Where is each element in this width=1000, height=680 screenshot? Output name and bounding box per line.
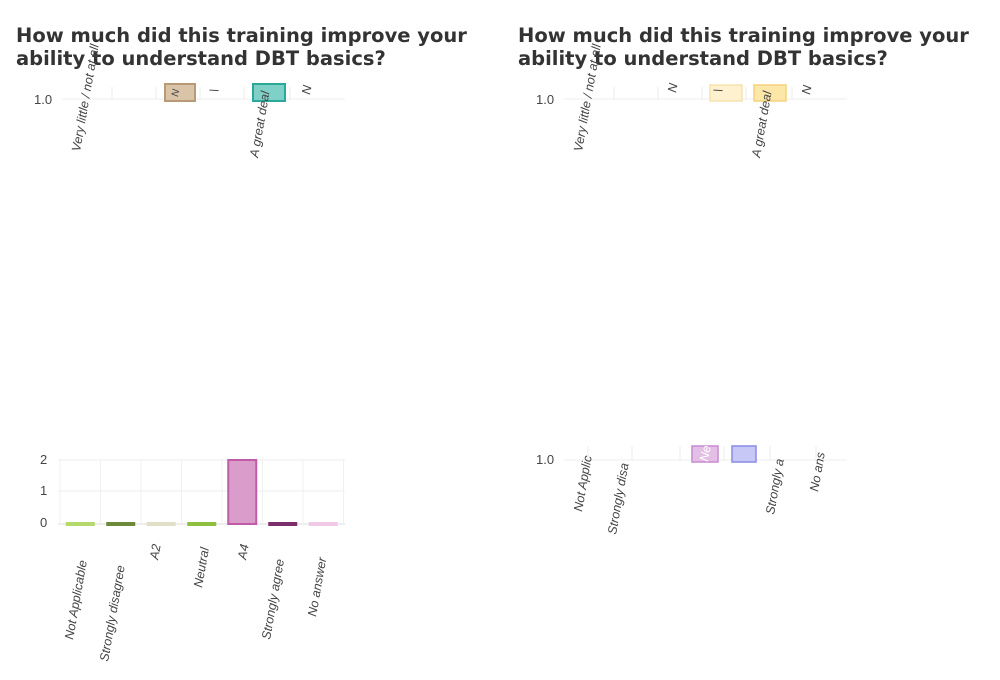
chart-3-xlabel-7: No answer <box>305 555 329 617</box>
chart-1-bar-2 <box>164 83 196 102</box>
chart-1-ytick-1: 1.0 <box>34 92 52 107</box>
chart-4-xlabel-3: Ne <box>697 444 714 462</box>
chart-4-xlabel-6: No ans <box>807 451 828 492</box>
chart-3-bar-2 <box>106 522 136 526</box>
chart-4-bar-4 <box>731 445 757 463</box>
chart-3-xlabel-6: Strongly agree <box>259 558 287 641</box>
chart-3-ytick-0: 0 <box>40 515 47 530</box>
chart-4-bar-3 <box>691 445 719 463</box>
chart-4-xlabel-2: Strongly disa <box>605 462 631 536</box>
chart-2-xlabel-5: N <box>799 83 815 95</box>
chart-1-xlabel-4: A great deal <box>247 89 273 160</box>
chart-1-title: How much did this training improve your … <box>16 24 467 70</box>
chart-3-bar-3 <box>146 522 176 526</box>
chart-2-xlabel-2: N <box>665 81 681 93</box>
chart-2-xlabel-4: A great deal <box>749 89 775 160</box>
chart-3-bar-6 <box>268 522 298 526</box>
chart-1: 1.0 Very little / not at all N \ A great… <box>34 42 345 160</box>
chart-3-bars <box>65 459 338 526</box>
chart-2-ytick-1: 1.0 <box>536 92 554 107</box>
chart-1-bar-4 <box>252 83 286 102</box>
chart-3-bar-1 <box>65 522 95 526</box>
chart-3-bar-4 <box>187 522 217 526</box>
chart-1-xlabel-5: N <box>299 83 315 95</box>
chart-2-bar-4 <box>753 84 787 102</box>
chart-3-ytick-1: 1 <box>40 483 47 498</box>
chart-2-xlabel-1: Very little / not at all <box>571 42 604 153</box>
chart-2: 1.0 Very little / not at all N \ A great… <box>536 42 847 160</box>
chart-3-xlabel-2: Strongly disagree <box>97 564 128 662</box>
chart-2-bar-3 <box>709 84 743 102</box>
chart-4-ytick-1: 1.0 <box>536 452 554 467</box>
chart-2-title: How much did this training improve your … <box>518 24 969 70</box>
chart-2-xlabel-3: \ <box>711 88 725 94</box>
chart-3-xlabel-5: A4 <box>235 543 252 562</box>
chart-3-xlabel-4: Neutral <box>191 545 212 588</box>
chart-3-xlabel-1: Not Applicable <box>62 559 90 640</box>
chart-1-xlabel-3: \ <box>207 88 221 94</box>
chart-4-xlabel-1: Not Applic <box>571 454 595 513</box>
chart-3: 2 1 0 Not Applicable Strongly disagree A… <box>40 452 345 663</box>
chart-3-bar-7 <box>308 522 338 526</box>
chart-1-xlabel-2: N <box>170 88 182 98</box>
chart-3-xlabel-3: A2 <box>147 543 164 562</box>
chart-3-ytick-2: 2 <box>40 452 47 467</box>
chart-1-xlabel-1: Very little / not at all <box>69 42 102 153</box>
chart-4-xlabel-5: Strongly a <box>763 458 787 516</box>
chart-4: 1.0 Not Applic Strongly disa Ne Strongly… <box>536 444 847 536</box>
chart-3-vgrid-group <box>59 460 344 524</box>
chart-3-bar-5 <box>227 459 258 525</box>
